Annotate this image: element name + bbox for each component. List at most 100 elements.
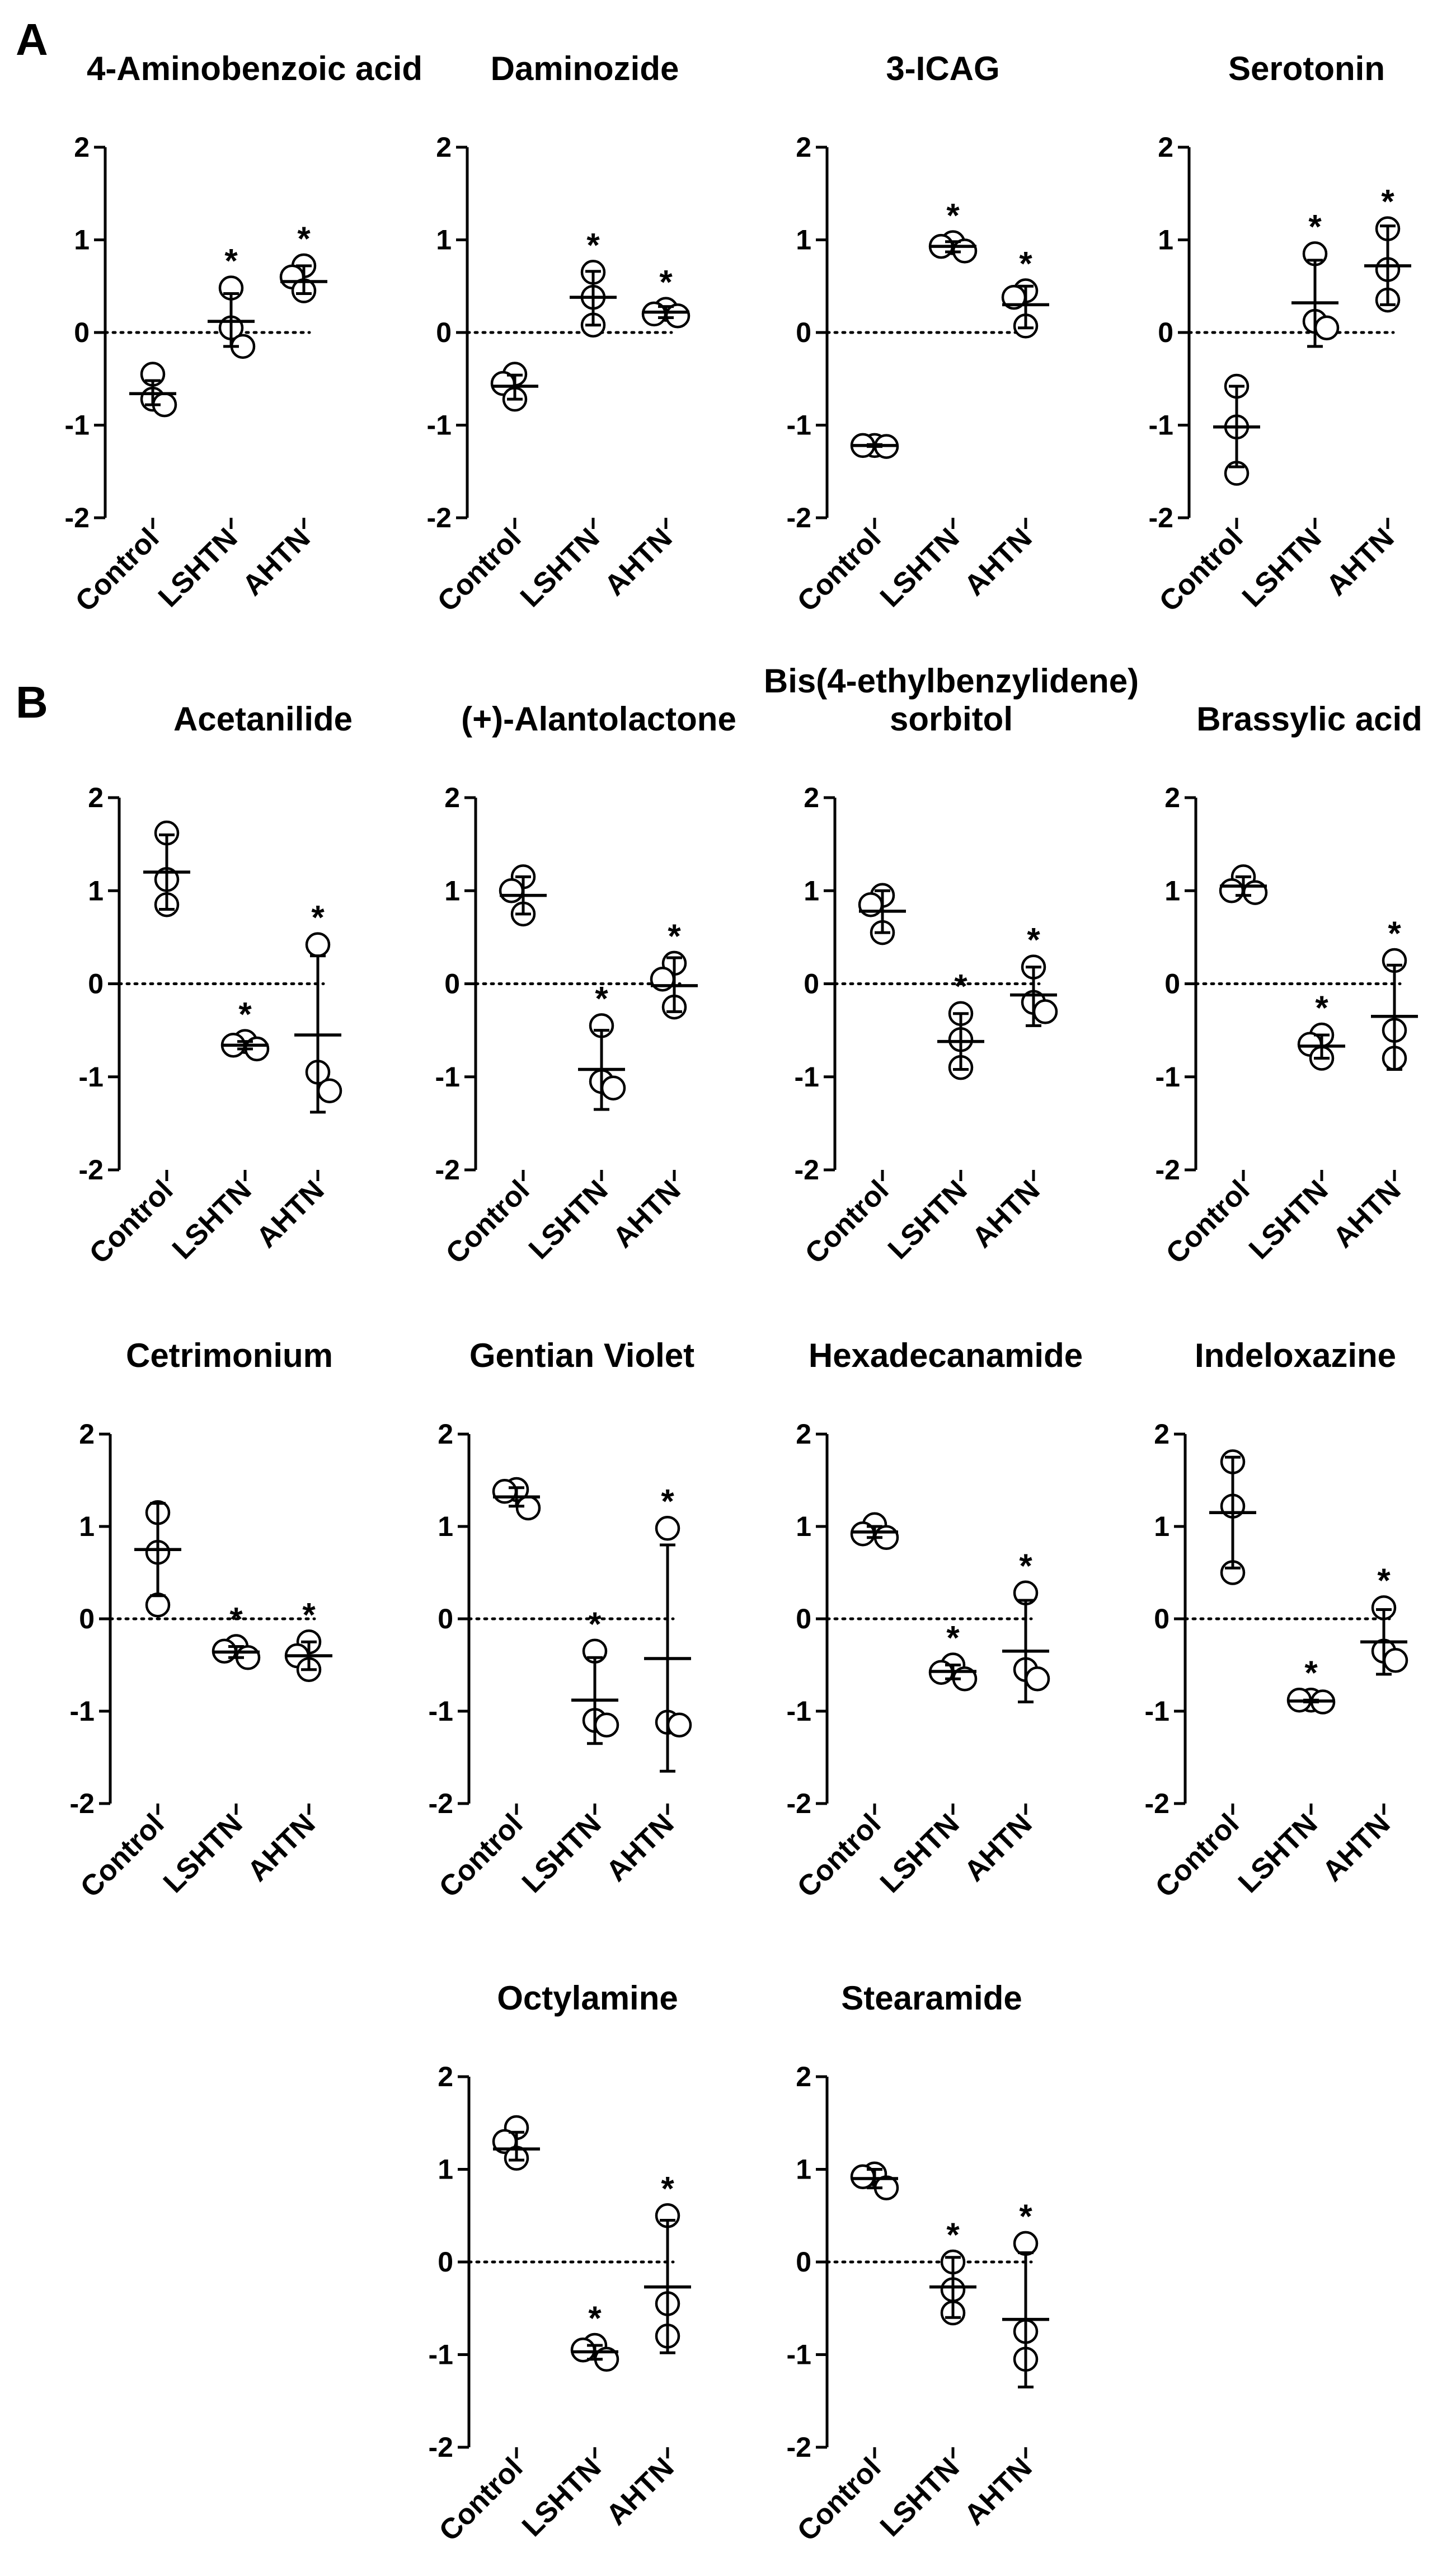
chart-title: Cetrimonium xyxy=(126,1337,333,1374)
data-point xyxy=(1025,1666,1050,1692)
significance-marker: * xyxy=(668,917,681,955)
y-tick-label: -1 xyxy=(795,1061,819,1093)
chart-title: 4-Aminobenzoic acid xyxy=(87,50,422,87)
panel-label-b: B xyxy=(16,677,48,727)
category-label: LSHTN xyxy=(157,1807,249,1899)
data-point xyxy=(1032,999,1058,1024)
category-label: Control xyxy=(1160,1174,1256,1270)
category-label: AHTN xyxy=(250,1174,330,1254)
category-label: AHTN xyxy=(236,522,316,602)
y-tick-label: 0 xyxy=(444,968,460,1000)
category-label: AHTN xyxy=(600,1807,680,1887)
chart-panel: Bis(4-ethylbenzylidene)sorbitol 2 1 0 -1 -2Co… xyxy=(764,662,1139,1270)
y-tick-label: 0 xyxy=(436,317,452,348)
category-label: AHTN xyxy=(607,1174,687,1254)
data-point xyxy=(515,1495,541,1521)
y-tick-label: -1 xyxy=(435,1061,460,1093)
y-tick-label: 2 xyxy=(79,1418,95,1450)
y-tick-label: -2 xyxy=(1145,1788,1170,1819)
significance-marker: * xyxy=(659,264,673,301)
data-point xyxy=(600,1075,626,1100)
chart-title: (+)-Alantolactone xyxy=(461,700,736,738)
y-tick-label: 2 xyxy=(1158,132,1173,163)
y-tick-label: 0 xyxy=(804,968,819,1000)
y-tick-label: 2 xyxy=(88,782,104,813)
chart-title: Brassylic acid xyxy=(1196,700,1422,738)
chart-title: 3-ICAG xyxy=(886,50,999,87)
y-tick-label: -2 xyxy=(429,1788,453,1819)
y-tick-label: 1 xyxy=(796,1511,811,1542)
category-label: LSHTN xyxy=(1232,1807,1324,1899)
category-label: Control xyxy=(69,522,166,618)
y-tick-label: 1 xyxy=(1154,1511,1170,1542)
y-tick-label: -2 xyxy=(795,1154,819,1186)
y-tick-label: -1 xyxy=(787,410,811,441)
charts-container: 4-Aminobenzoic acid210-1-2ControlLSHTN*A… xyxy=(65,50,1422,2547)
category-label: Control xyxy=(74,1807,171,1904)
y-tick-label: 2 xyxy=(444,782,460,813)
category-label: Control xyxy=(791,2451,887,2547)
y-tick-label: -1 xyxy=(1149,410,1173,441)
y-tick-label: -2 xyxy=(79,1154,104,1186)
category-label: LSHTN xyxy=(523,1174,614,1266)
category-label: LSHTN xyxy=(874,522,966,613)
category-label: AHTN xyxy=(958,522,1038,602)
y-tick-label: 0 xyxy=(1158,317,1173,348)
data-point xyxy=(570,2337,596,2363)
category-label: LSHTN xyxy=(516,1807,608,1899)
y-tick-label: -2 xyxy=(787,502,811,533)
y-tick-label: 0 xyxy=(79,1603,95,1634)
y-tick-label: 1 xyxy=(436,224,452,256)
y-tick-label: -2 xyxy=(1149,502,1173,533)
category-label: LSHTN xyxy=(152,522,244,613)
significance-marker: * xyxy=(297,220,311,257)
category-label: Control xyxy=(431,522,528,618)
significance-marker: * xyxy=(946,2216,960,2254)
data-point xyxy=(1314,315,1340,340)
data-point xyxy=(666,1712,692,1737)
significance-marker: * xyxy=(954,968,967,1005)
category-label: Control xyxy=(791,522,887,618)
y-tick-label: 2 xyxy=(796,132,811,163)
significance-marker: * xyxy=(1019,2198,1032,2235)
y-tick-label: -2 xyxy=(427,502,452,533)
y-tick-label: -2 xyxy=(435,1154,460,1186)
chart-title: Acetanilide xyxy=(173,700,353,738)
chart-title: sorbitol xyxy=(890,700,1013,738)
y-tick-label: -2 xyxy=(1156,1154,1180,1186)
y-tick-label: 0 xyxy=(1154,1603,1170,1634)
y-tick-label: 2 xyxy=(796,2061,811,2092)
data-point xyxy=(1219,878,1244,903)
chart-title: Daminozide xyxy=(491,50,679,87)
category-label: AHTN xyxy=(958,2451,1038,2531)
category-label: Control xyxy=(440,1174,536,1270)
data-point xyxy=(1013,2231,1039,2256)
significance-marker: * xyxy=(1019,245,1032,283)
y-tick-label: 0 xyxy=(88,968,104,1000)
y-tick-label: 1 xyxy=(444,875,460,906)
y-tick-label: 2 xyxy=(796,1418,811,1450)
category-label: AHTN xyxy=(1316,1807,1396,1887)
significance-marker: * xyxy=(229,1601,243,1638)
y-tick-label: 2 xyxy=(438,1418,453,1450)
category-label: AHTN xyxy=(600,2451,680,2531)
y-tick-label: 0 xyxy=(1164,968,1180,1000)
y-tick-label: 0 xyxy=(796,317,811,348)
y-tick-label: 0 xyxy=(438,2246,453,2278)
significance-marker: * xyxy=(238,996,252,1033)
category-label: LSHTN xyxy=(166,1174,258,1266)
chart-title: Bis(4-ethylbenzylidene) xyxy=(764,662,1139,700)
data-point xyxy=(499,878,524,903)
y-tick-label: 2 xyxy=(1164,782,1180,813)
y-tick-label: -1 xyxy=(65,410,90,441)
y-tick-label: 1 xyxy=(79,1511,95,1542)
